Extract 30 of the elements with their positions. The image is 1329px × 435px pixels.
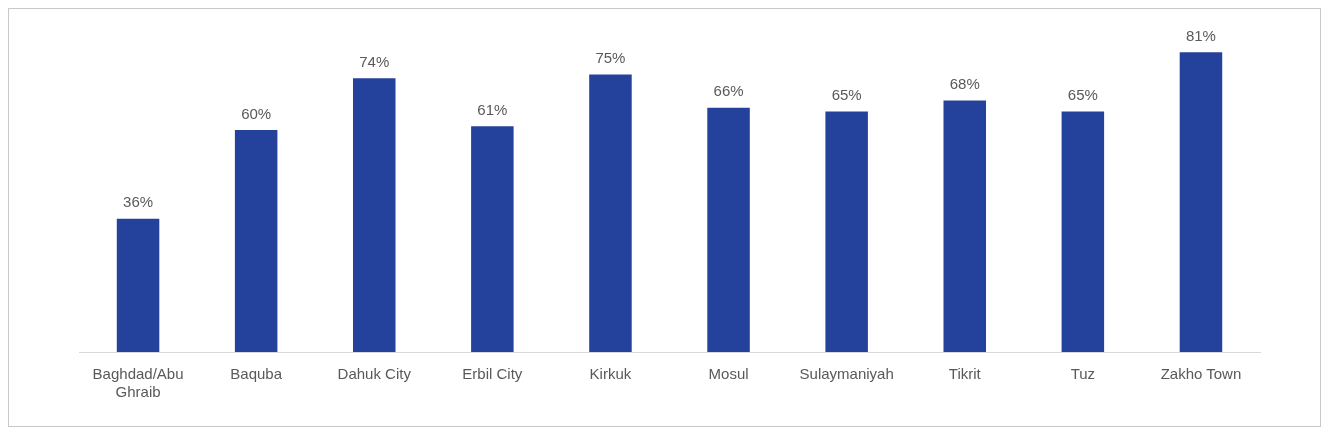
bar <box>825 111 868 352</box>
bar <box>234 130 278 352</box>
data-label: 81% <box>1185 26 1216 44</box>
data-label: 75% <box>595 49 626 67</box>
data-label: 65% <box>1067 86 1098 104</box>
data-label: 61% <box>477 100 508 118</box>
bar <box>1179 52 1223 352</box>
x-tick-label: Zakho Town <box>1160 365 1242 383</box>
x-tick-label: Baghdad/Abu Ghraib <box>92 365 184 401</box>
data-label: 68% <box>949 75 980 93</box>
bar <box>943 100 987 352</box>
bar <box>471 126 514 352</box>
data-label: 60% <box>241 104 272 122</box>
x-tick-label: Tuz <box>1070 365 1096 383</box>
bar <box>589 74 632 352</box>
x-tick-label: Baquba <box>230 365 283 383</box>
bar <box>707 107 750 352</box>
bar <box>352 78 396 352</box>
data-label: 65% <box>831 86 862 104</box>
bar <box>1061 111 1105 352</box>
x-tick-label: Erbil City <box>462 365 523 383</box>
data-label: 66% <box>713 82 744 100</box>
x-tick-label: Sulaymaniyah <box>799 365 894 383</box>
data-label: 36% <box>123 193 154 211</box>
data-label: 74% <box>359 52 390 70</box>
bar <box>116 218 160 352</box>
x-tick-label: Dahuk City <box>337 365 412 383</box>
x-tick-label: Mosul <box>708 365 749 383</box>
x-tick-label: Kirkuk <box>589 365 632 383</box>
x-tick-label: Tikrit <box>948 365 982 383</box>
